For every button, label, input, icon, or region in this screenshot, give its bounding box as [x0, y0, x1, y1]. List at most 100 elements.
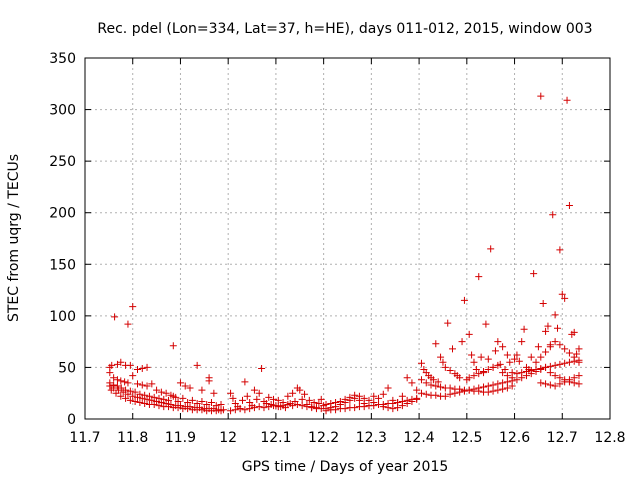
data-point [551, 361, 559, 369]
data-point [542, 348, 550, 356]
data-point [403, 374, 411, 382]
data-point [198, 397, 206, 405]
data-point [470, 358, 478, 366]
data-point [494, 380, 502, 388]
data-point [174, 397, 182, 405]
x-tick-label: 11.8 [117, 430, 148, 446]
data-point [289, 402, 297, 410]
data-point [499, 385, 507, 393]
data-point [520, 325, 528, 333]
x-tick-label: 12.2 [308, 430, 339, 446]
data-point [389, 400, 397, 408]
data-point [207, 398, 215, 406]
data-point [527, 367, 535, 375]
data-point [565, 201, 573, 209]
data-point [148, 396, 156, 404]
data-point [556, 380, 564, 388]
data-point [542, 380, 550, 388]
data-point [322, 401, 330, 409]
data-point [265, 393, 273, 401]
data-point [434, 378, 442, 386]
data-point [537, 379, 545, 387]
data-point [107, 386, 115, 394]
data-point [113, 376, 121, 384]
data-point [417, 376, 425, 384]
data-point [575, 345, 583, 353]
data-point [532, 365, 540, 373]
x-axis-label: GPS time / Days of year 2015 [242, 459, 449, 475]
data-point [439, 358, 447, 366]
x-tick-label: 12.4 [404, 430, 435, 446]
x-tick-label: 12.7 [547, 430, 578, 446]
data-point [148, 380, 156, 388]
data-point [549, 211, 557, 219]
data-point [413, 386, 421, 394]
data-point [131, 397, 139, 405]
data-point [556, 341, 564, 349]
y-tick-label: 300 [49, 103, 76, 119]
data-point [157, 388, 165, 396]
data-point [217, 401, 225, 409]
data-point [260, 404, 268, 412]
data-point [203, 401, 211, 409]
data-point [556, 374, 564, 382]
data-point [565, 349, 573, 357]
data-point [561, 359, 569, 367]
data-point [250, 386, 258, 394]
data-point [124, 379, 132, 387]
data-point [460, 387, 468, 395]
data-point [472, 365, 480, 373]
data-point [126, 396, 134, 404]
data-point [108, 361, 116, 369]
data-point [561, 294, 569, 302]
data-point [138, 381, 146, 389]
data-point [518, 338, 526, 346]
data-point [134, 380, 141, 388]
data-point [241, 406, 249, 414]
data-point [117, 377, 125, 385]
data-point [475, 370, 483, 378]
x-tick-label: 11.7 [69, 430, 100, 446]
data-point [437, 383, 445, 391]
data-point [106, 369, 114, 377]
data-point [165, 403, 173, 411]
data-point [106, 382, 114, 390]
data-point [546, 362, 554, 370]
data-point [284, 401, 292, 409]
data-point [532, 358, 540, 366]
x-tick-label: 11.9 [165, 430, 196, 446]
data-point [427, 381, 435, 389]
data-point [134, 393, 141, 401]
data-point [403, 396, 411, 404]
data-point [398, 397, 406, 405]
data-point [477, 353, 485, 361]
data-point [141, 400, 149, 408]
data-point [298, 395, 306, 403]
data-point [546, 343, 554, 351]
data-point [131, 388, 139, 396]
data-point [561, 345, 569, 353]
data-points [106, 92, 583, 415]
data-point [289, 389, 297, 397]
data-point [153, 386, 161, 394]
data-point [384, 384, 392, 392]
data-point [570, 374, 578, 382]
x-tick-label: 12.3 [356, 430, 387, 446]
data-point [239, 396, 246, 404]
data-point [270, 395, 278, 403]
data-point [470, 385, 478, 393]
data-point [539, 299, 547, 307]
data-point [522, 368, 530, 376]
data-point [422, 379, 430, 387]
data-point [513, 351, 521, 359]
data-point [124, 390, 132, 398]
data-point [441, 392, 449, 400]
data-point [480, 383, 488, 391]
data-point [293, 401, 301, 409]
data-point [129, 303, 137, 311]
data-point [563, 96, 571, 104]
data-point [134, 365, 141, 373]
data-point [111, 313, 119, 321]
data-point [351, 404, 359, 412]
data-point [575, 372, 583, 380]
